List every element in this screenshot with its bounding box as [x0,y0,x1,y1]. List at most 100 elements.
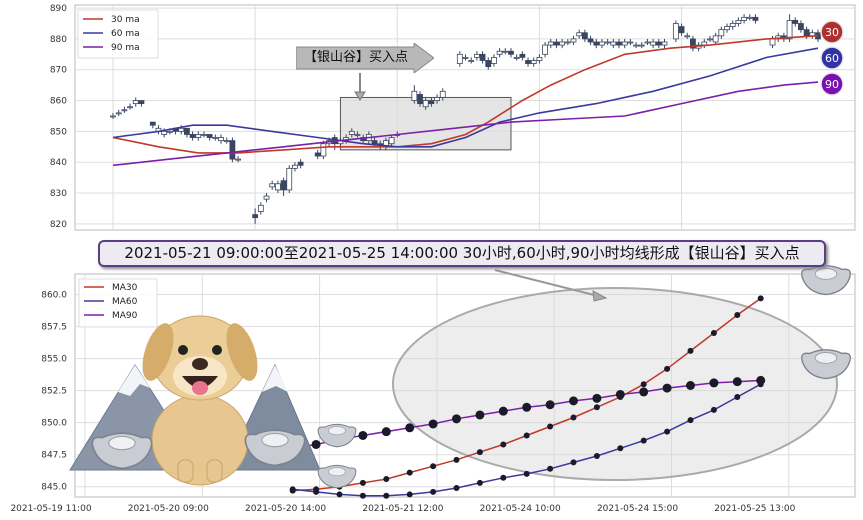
data-point [593,452,600,459]
candle-body [559,41,566,46]
candle-body [644,41,651,44]
bottom-y-tick-label: 847.5 [41,451,67,461]
data-point [500,441,507,448]
ingot-top [261,432,289,448]
highlight-ellipse [392,287,838,481]
x-tick-label: 2021-05-20 14:00 [245,504,326,514]
candle-body [320,143,327,157]
top-y-tick-label: 820 [50,220,67,230]
candle-body [621,41,628,46]
candle-body [798,23,804,31]
candle-body [672,23,679,40]
dog-ear [142,323,174,381]
candle-body [468,60,475,62]
dog-ear [226,323,258,381]
candle-body [627,41,634,44]
data-point [428,419,438,429]
top-legend-box [77,9,159,59]
data-point [664,365,671,372]
candle-body [314,152,321,157]
silver-ingot-icon [801,265,851,296]
banner-text: 2021-05-21 09:00:00至2021-05-25 14:00:00 … [124,244,800,262]
data-point [617,445,624,452]
candle-body [633,44,639,47]
candle-body [257,204,264,212]
data-point [523,470,530,477]
candle-body [491,56,497,64]
candle-body [110,115,116,118]
data-point [545,400,555,410]
buy-point-callout: 【银山谷】买入点 [296,43,434,73]
data-point [500,474,507,481]
ingot-top [814,352,838,364]
top-y-tick-label: 890 [50,4,67,14]
top-legend-label: 60 ma [111,29,140,39]
candle-body [650,41,657,46]
candle-body [456,53,463,64]
silver-ingot-icon [91,432,153,470]
candle-body [292,164,298,169]
candle-body [485,60,492,68]
x-tick-label: 2021-05-24 10:00 [480,504,561,514]
data-point [311,439,321,449]
data-point [359,479,366,486]
candle-body [519,53,526,58]
ma-badge-label: 30 [825,26,839,39]
ingot-body [91,432,153,470]
candle-body [161,130,168,135]
candle-body [576,32,583,37]
dog-icon [142,315,258,486]
candle-body [218,137,224,142]
candle-body [803,29,810,37]
candle-body [439,90,446,98]
top-y-tick-label: 840 [50,158,67,168]
candle-body [661,41,668,46]
candle-body [496,50,503,55]
data-point [570,459,577,466]
signal-banner: 2021-05-21 09:00:00至2021-05-25 14:00:00 … [98,240,826,267]
callout-text: 【银山谷】买入点 [303,50,408,65]
candle-body [121,109,128,112]
candle-body [286,167,293,191]
candle-body [553,41,560,46]
top-legend-label: 90 ma [111,43,140,53]
data-point [569,396,578,406]
dog-leg [177,459,194,483]
ingot-top [108,435,136,451]
candle-body [769,38,776,46]
candle-body [616,41,622,46]
data-point [381,427,391,437]
candle-body [263,195,270,200]
candle-body [547,41,554,46]
data-point [570,414,577,421]
candle-body [724,26,730,31]
dog-nose [192,358,208,370]
data-point [475,410,485,420]
dog-tongue [192,381,208,395]
candle-body [479,53,486,61]
callout-pointer-head [354,91,366,101]
data-point [430,488,437,495]
mountain-snow [262,365,288,392]
top-legend-label: 30 ma [111,15,140,25]
dog-body [151,394,249,486]
candle-body [678,26,685,34]
candle-body [348,130,355,135]
bottom-y-tick-label: 855.0 [41,355,67,365]
ingot-top [328,467,346,477]
candle-body [297,161,304,166]
top-y-tick-label: 860 [50,97,67,107]
candle-body [530,60,537,64]
candle-body [502,50,509,53]
data-point [453,456,460,463]
data-point [732,377,742,387]
data-point [406,469,413,476]
data-point [313,488,320,495]
candle-body [690,38,696,49]
data-point [756,375,766,385]
data-point [383,476,390,483]
candle-body [741,16,747,21]
candle-body [434,97,440,101]
ingot-body [244,429,306,467]
ma-badge-label: 90 [825,78,839,91]
